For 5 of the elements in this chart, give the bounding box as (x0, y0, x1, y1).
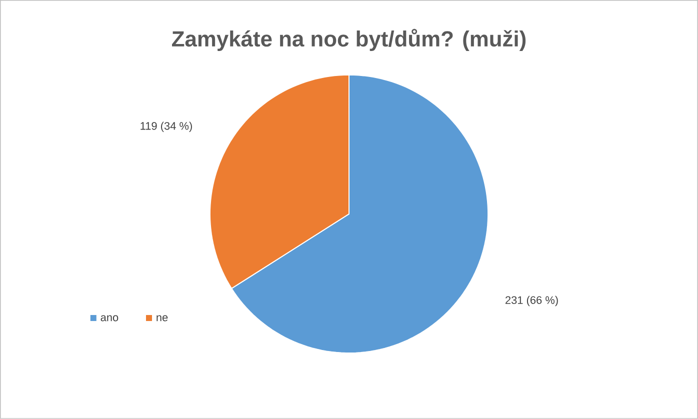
legend-label: ne (156, 315, 168, 322)
chart-title: Zamykáte na noc byt/dům? (muži) (172, 28, 526, 52)
legend-label: ano (100, 315, 118, 322)
data-label: 119 (34 %) (140, 122, 192, 132)
data-label: 231 (66 %) (506, 296, 558, 306)
